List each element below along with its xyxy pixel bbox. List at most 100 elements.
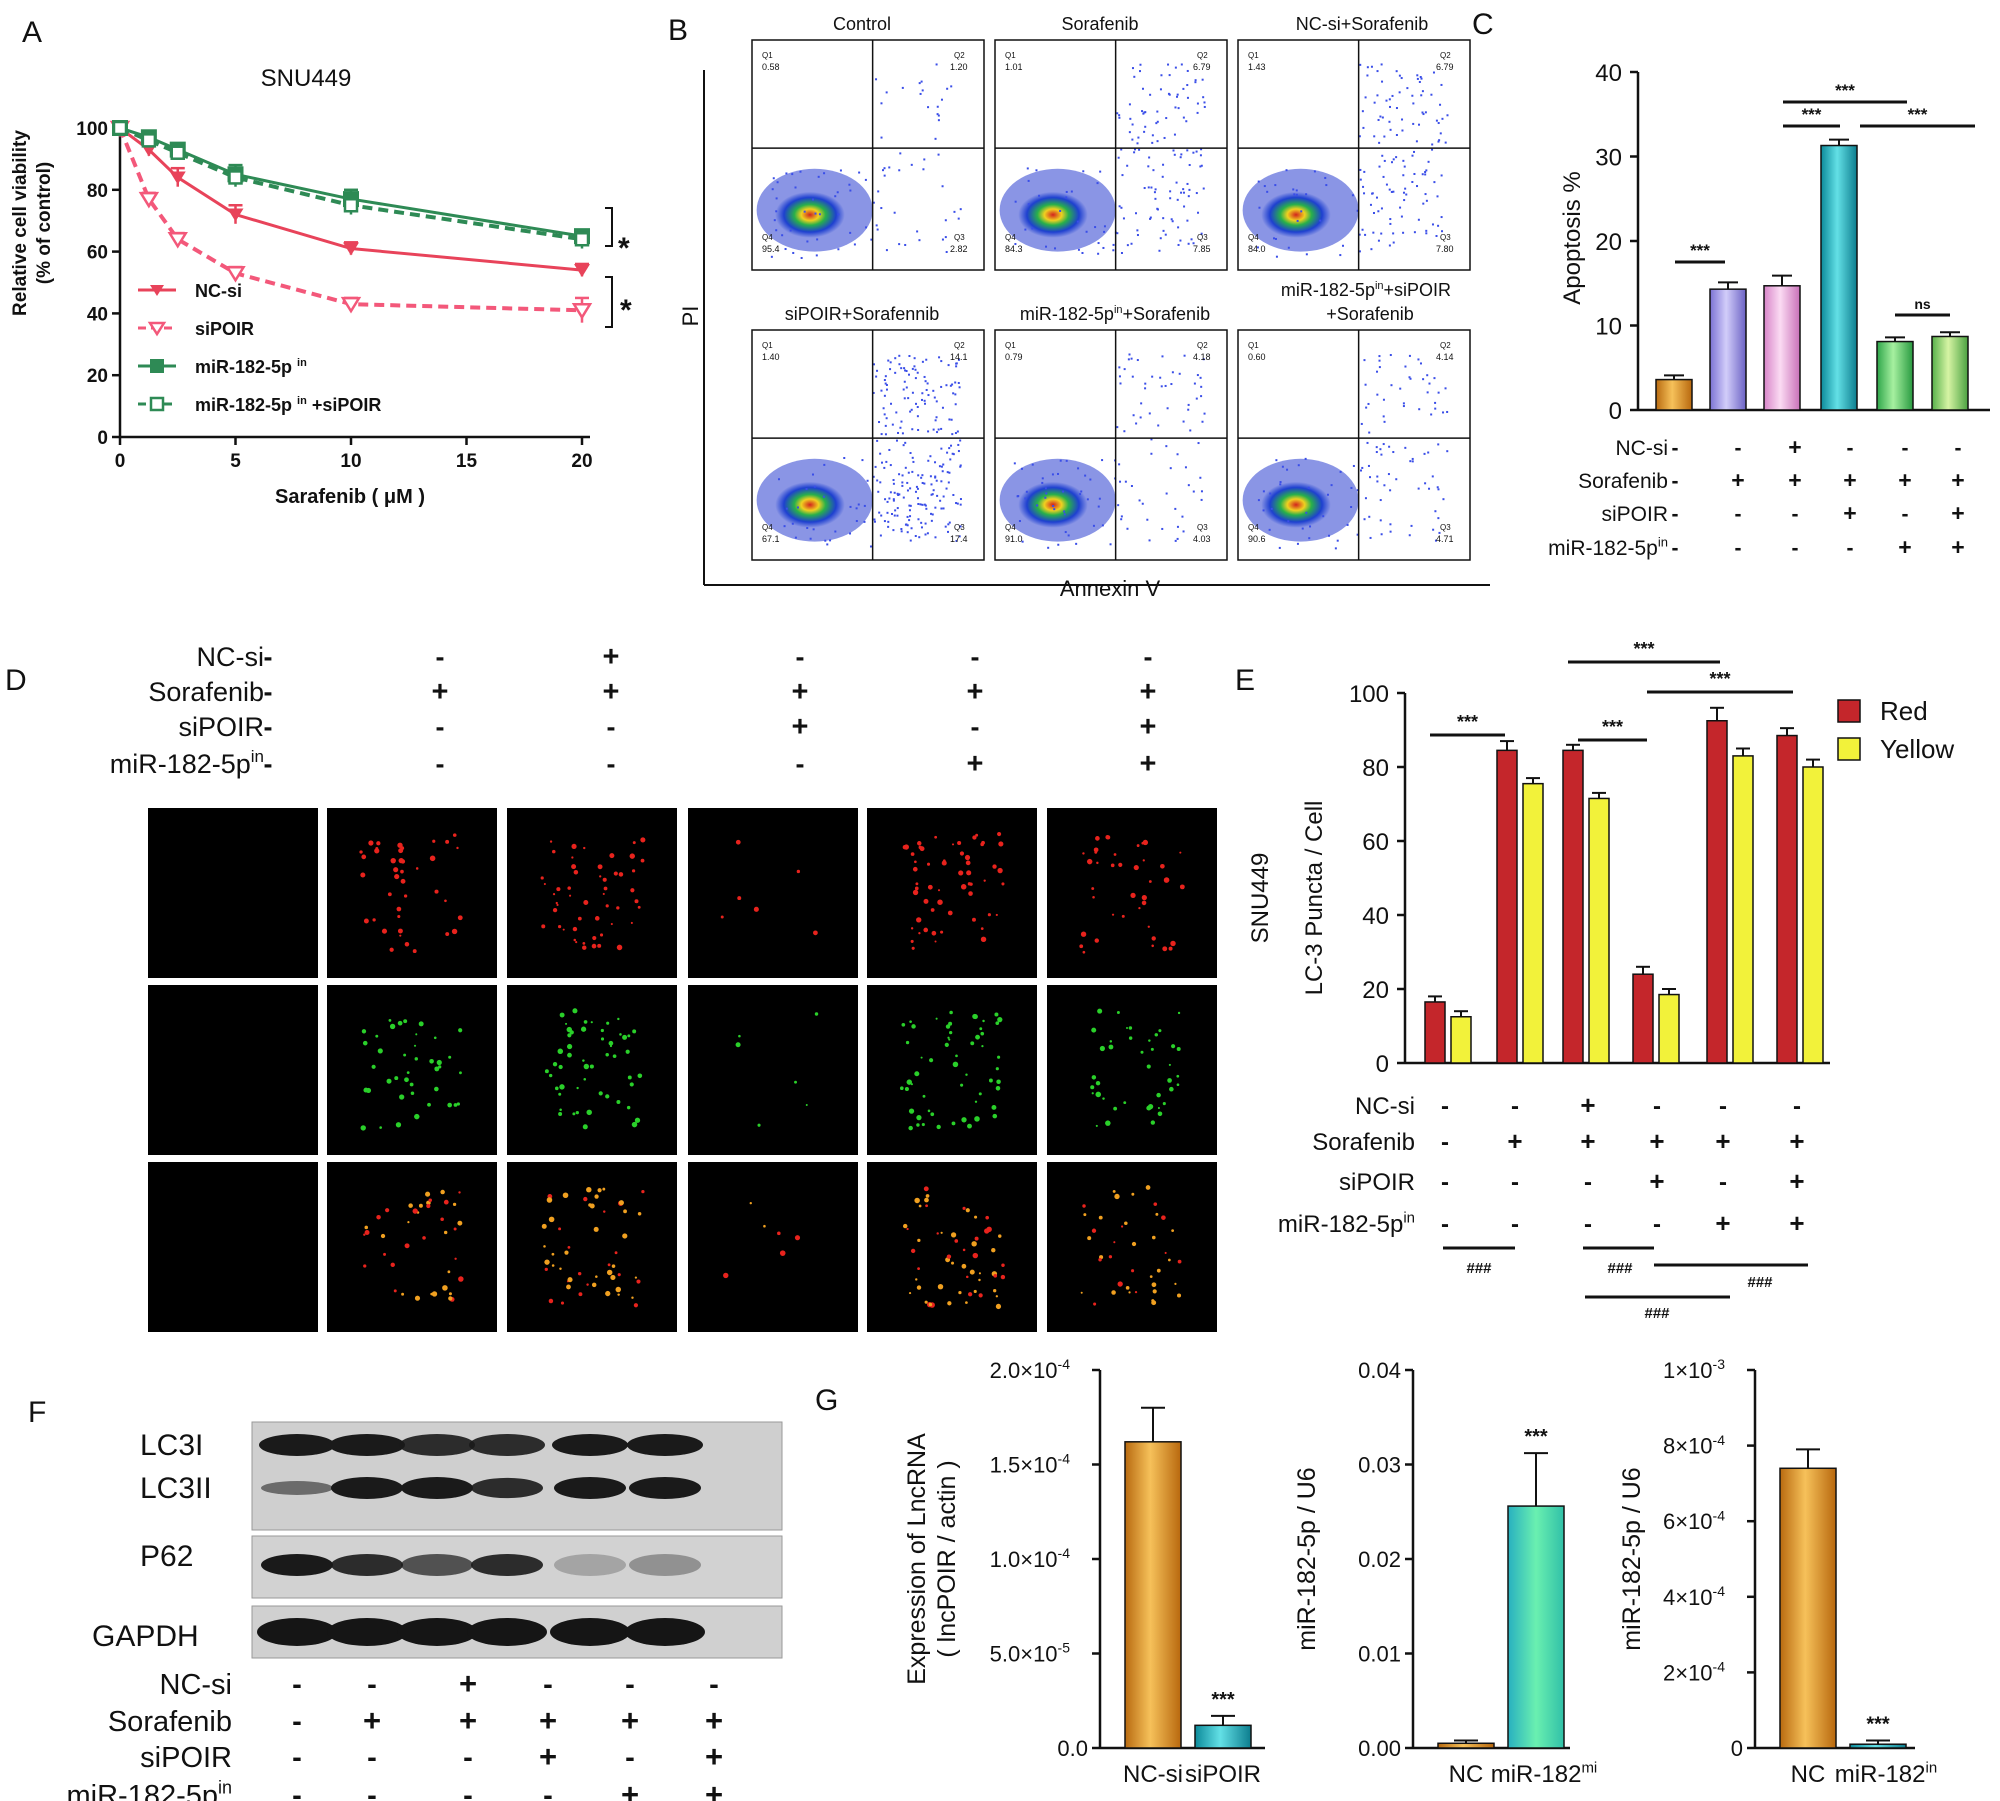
puncta-dot bbox=[1141, 895, 1147, 901]
flow-event bbox=[952, 493, 955, 496]
puncta-dot bbox=[986, 1226, 992, 1233]
flow-event bbox=[1052, 505, 1055, 508]
flow-event bbox=[843, 457, 846, 460]
flow-event bbox=[1096, 182, 1099, 185]
treatment-sign: - bbox=[367, 1742, 377, 1774]
flow-event bbox=[822, 495, 825, 498]
flow-title: miR-182-5pin+Sorafenib bbox=[1020, 304, 1210, 324]
flow-event bbox=[1026, 167, 1029, 170]
flow-event bbox=[946, 87, 949, 90]
puncta-dot bbox=[954, 1239, 959, 1243]
flow-event bbox=[1408, 376, 1411, 379]
flow-event bbox=[1174, 507, 1177, 510]
flow-event bbox=[1372, 211, 1375, 214]
panel-letter-f: F bbox=[28, 1396, 46, 1429]
puncta-dot bbox=[548, 1298, 554, 1304]
flow-event bbox=[942, 495, 945, 498]
flow-event bbox=[1378, 141, 1381, 144]
flow-event bbox=[873, 520, 876, 523]
flow-event bbox=[1319, 219, 1322, 222]
panel-a-point bbox=[340, 296, 362, 314]
flow-event bbox=[940, 507, 943, 510]
panel-a-point bbox=[228, 170, 243, 185]
puncta-dot bbox=[972, 835, 977, 840]
flow-event bbox=[1376, 370, 1379, 373]
flow-event bbox=[1174, 539, 1177, 542]
puncta-dot bbox=[1000, 1274, 1006, 1280]
panel-e-bar bbox=[1732, 755, 1754, 1064]
flow-event bbox=[951, 452, 954, 455]
puncta-dot bbox=[813, 930, 818, 936]
flow-event bbox=[1120, 148, 1123, 151]
flow-event bbox=[898, 243, 901, 246]
treatment-sign: - bbox=[1441, 1093, 1449, 1120]
puncta-dot bbox=[941, 860, 947, 866]
flow-event bbox=[944, 525, 947, 528]
treatment-sign: - bbox=[1441, 1169, 1449, 1196]
puncta-dot bbox=[916, 1123, 920, 1127]
flow-event bbox=[1274, 237, 1277, 240]
puncta-dot bbox=[541, 1223, 547, 1229]
flow-event bbox=[909, 515, 912, 518]
treatment-sign: - bbox=[1719, 1169, 1727, 1196]
flow-event bbox=[902, 444, 905, 447]
flow-event bbox=[1439, 132, 1442, 135]
puncta-dot bbox=[1174, 1282, 1177, 1285]
flow-event bbox=[1149, 93, 1152, 96]
flow-event bbox=[1395, 134, 1398, 137]
puncta-dot bbox=[1179, 884, 1185, 890]
panel-letter-d: D bbox=[5, 664, 27, 697]
panel-e-sig-label: *** bbox=[1457, 712, 1478, 732]
puncta-dot bbox=[899, 1086, 904, 1091]
flow-event bbox=[1112, 243, 1115, 246]
treatment-sign: + bbox=[1715, 1208, 1730, 1238]
treatment-sign: - bbox=[1735, 503, 1742, 526]
flow-event bbox=[1195, 397, 1198, 400]
puncta-dot bbox=[995, 1067, 999, 1071]
flow-event bbox=[1416, 74, 1419, 77]
puncta-dot bbox=[794, 1235, 801, 1241]
flow-event bbox=[1426, 391, 1429, 394]
puncta-dot bbox=[445, 932, 450, 937]
flow-event bbox=[908, 504, 911, 507]
flow-event bbox=[1136, 142, 1139, 145]
flow-event bbox=[1375, 446, 1378, 449]
flow-event bbox=[1390, 384, 1393, 387]
puncta-dot bbox=[440, 1189, 445, 1195]
flow-event bbox=[1358, 233, 1361, 236]
flow-event bbox=[900, 530, 903, 533]
puncta-dot bbox=[951, 1261, 955, 1265]
flow-event bbox=[1182, 530, 1185, 533]
panel-e-hash-label: ### bbox=[1747, 1274, 1773, 1291]
flow-event bbox=[775, 197, 778, 200]
band-lc3ii bbox=[554, 1477, 626, 1499]
flow-event bbox=[1047, 546, 1050, 549]
flow-event bbox=[1164, 384, 1167, 387]
flow-density-core bbox=[775, 191, 845, 238]
flow-event bbox=[1415, 140, 1418, 143]
flow-event bbox=[1402, 402, 1405, 405]
panel-e: E SNU449 LC-3 Puncta / Cell 020406080100… bbox=[1235, 639, 1954, 1322]
puncta-dot bbox=[972, 917, 976, 922]
puncta-dot bbox=[974, 1215, 978, 1219]
puncta-dot bbox=[1156, 1268, 1161, 1273]
treatment-sign: - bbox=[709, 1669, 719, 1701]
panel-a-series-line bbox=[119, 126, 583, 238]
flow-event bbox=[889, 361, 892, 364]
flow-event bbox=[1121, 174, 1124, 177]
puncta-dot bbox=[997, 867, 1003, 874]
panel-g-bar bbox=[1437, 1742, 1495, 1749]
flow-event bbox=[912, 460, 915, 463]
micrograph-tile bbox=[327, 808, 497, 978]
treatment-sign: + bbox=[1951, 500, 1964, 526]
flow-event bbox=[1363, 359, 1366, 362]
flow-event bbox=[955, 365, 958, 368]
flow-event bbox=[909, 504, 912, 507]
puncta-dot bbox=[551, 1264, 555, 1267]
puncta-dot bbox=[997, 1017, 1003, 1023]
flow-event bbox=[898, 493, 901, 496]
flow-event bbox=[1162, 217, 1165, 220]
puncta-dot bbox=[903, 844, 910, 850]
